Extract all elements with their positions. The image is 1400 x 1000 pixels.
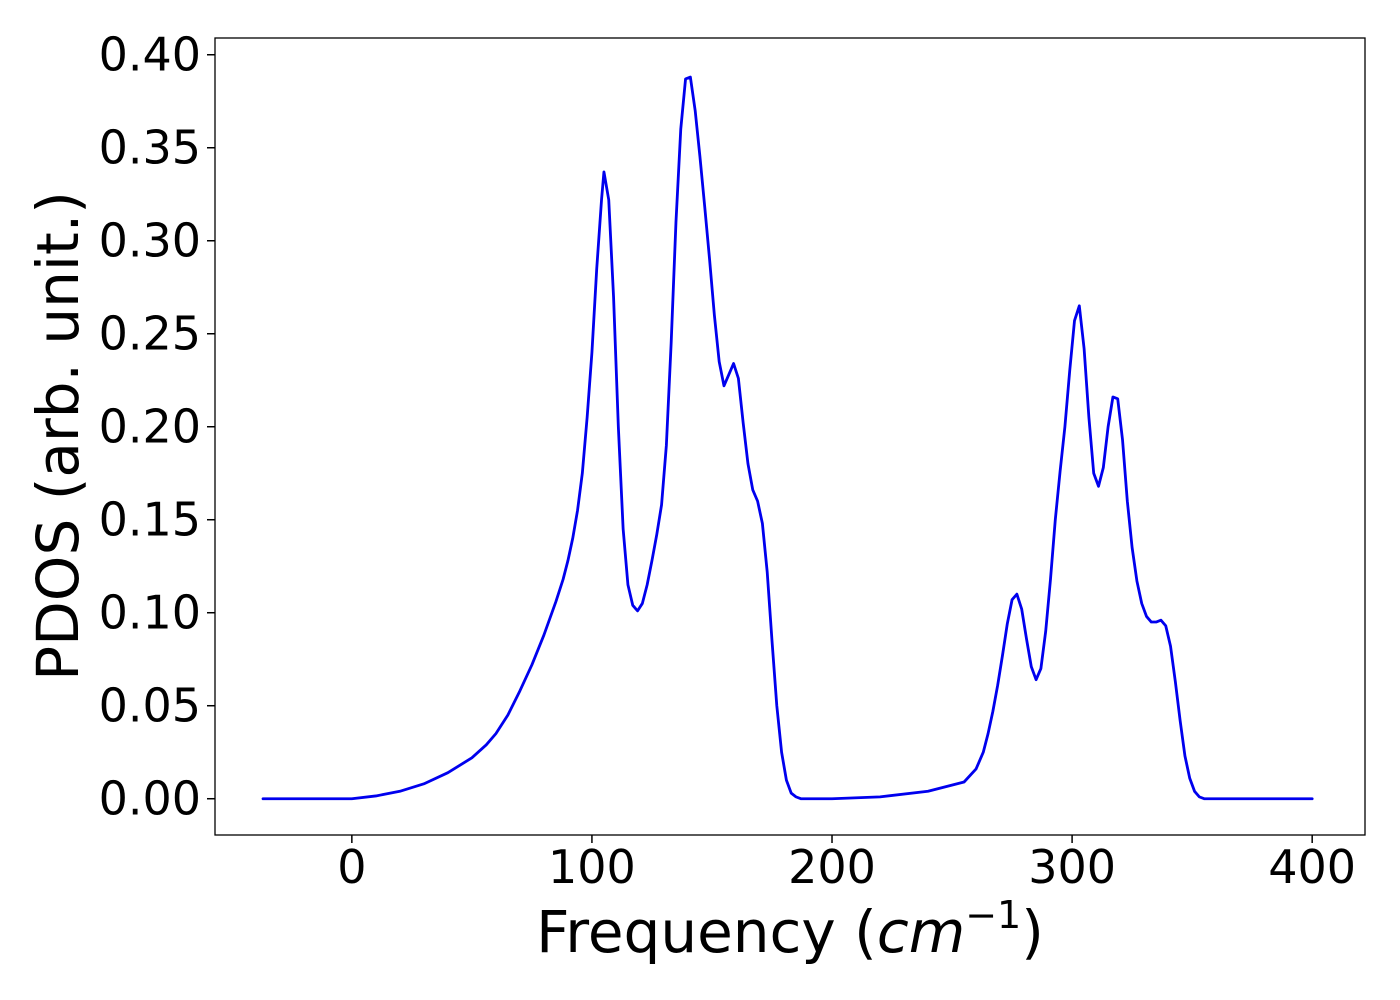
x-tick-label: 100 — [548, 840, 636, 894]
x-tick-label: 200 — [788, 840, 876, 894]
y-tick-label: 0.35 — [99, 121, 201, 175]
y-tick-label: 0.05 — [99, 679, 201, 733]
y-tick-label: 0.00 — [99, 772, 201, 826]
y-tick-label: 0.20 — [99, 400, 201, 454]
x-tick-label: 300 — [1028, 840, 1116, 894]
x-axis-label: Frequency (cm−1) — [536, 893, 1044, 966]
y-tick-label: 0.40 — [99, 28, 201, 82]
y-axis-label: PDOS (arb. unit.) — [24, 191, 92, 681]
pdos-series-line — [261, 75, 1314, 801]
y-axis: 0.00 0.05 0.10 0.15 0.20 0.25 0.30 0.35 0.40 — [99, 28, 215, 826]
y-tick-label: 0.25 — [99, 307, 201, 361]
y-tick-label: 0.30 — [99, 214, 201, 268]
x-tick-label: 400 — [1268, 840, 1356, 894]
y-tick-label: 0.10 — [99, 586, 201, 640]
y-tick-label: 0.15 — [99, 493, 201, 547]
x-tick-label: 0 — [337, 840, 366, 894]
plot-frame — [214, 37, 1366, 836]
x-axis: 0 100 200 300 400 — [337, 835, 1356, 894]
